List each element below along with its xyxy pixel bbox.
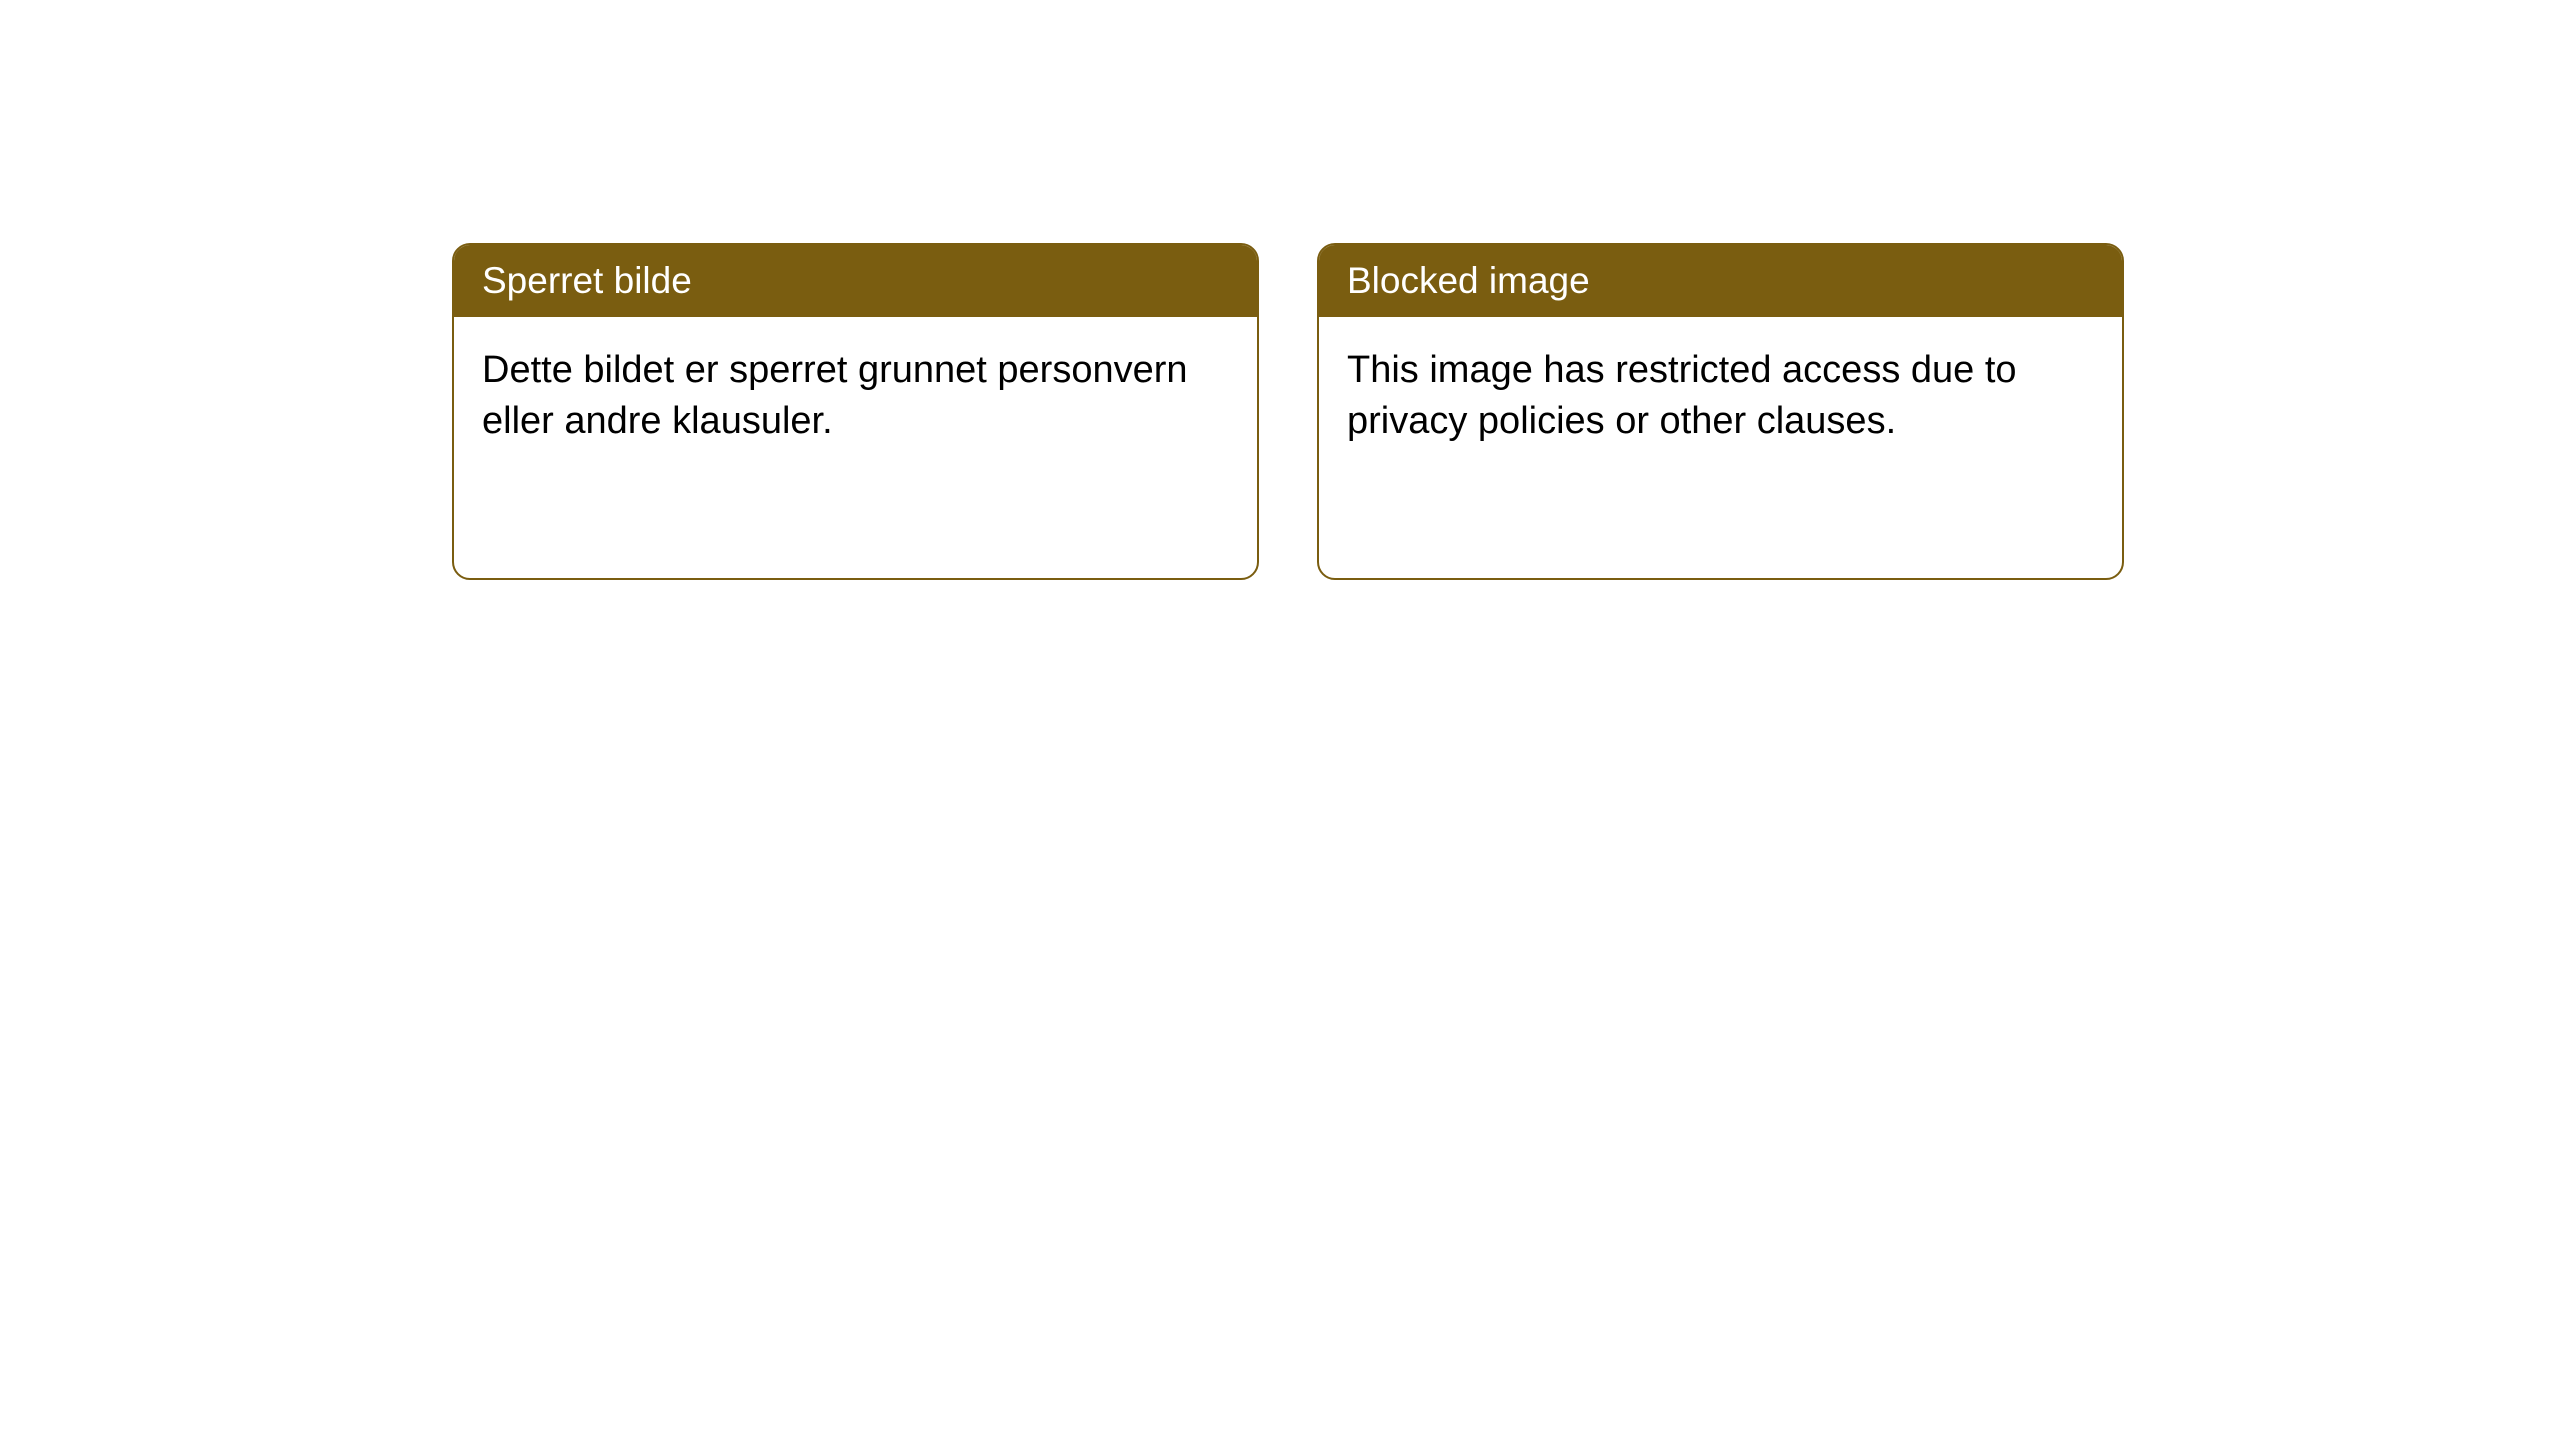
notice-body: This image has restricted access due to … [1319, 317, 2122, 476]
notice-title: Sperret bilde [482, 260, 692, 301]
notice-title: Blocked image [1347, 260, 1590, 301]
notice-body: Dette bildet er sperret grunnet personve… [454, 317, 1257, 476]
notice-body-text: This image has restricted access due to … [1347, 349, 2017, 442]
notice-card-norwegian: Sperret bilde Dette bildet er sperret gr… [452, 243, 1259, 580]
notice-header: Blocked image [1319, 245, 2122, 317]
notice-body-text: Dette bildet er sperret grunnet personve… [482, 349, 1188, 442]
notice-header: Sperret bilde [454, 245, 1257, 317]
notice-card-english: Blocked image This image has restricted … [1317, 243, 2124, 580]
notice-container: Sperret bilde Dette bildet er sperret gr… [0, 0, 2560, 580]
